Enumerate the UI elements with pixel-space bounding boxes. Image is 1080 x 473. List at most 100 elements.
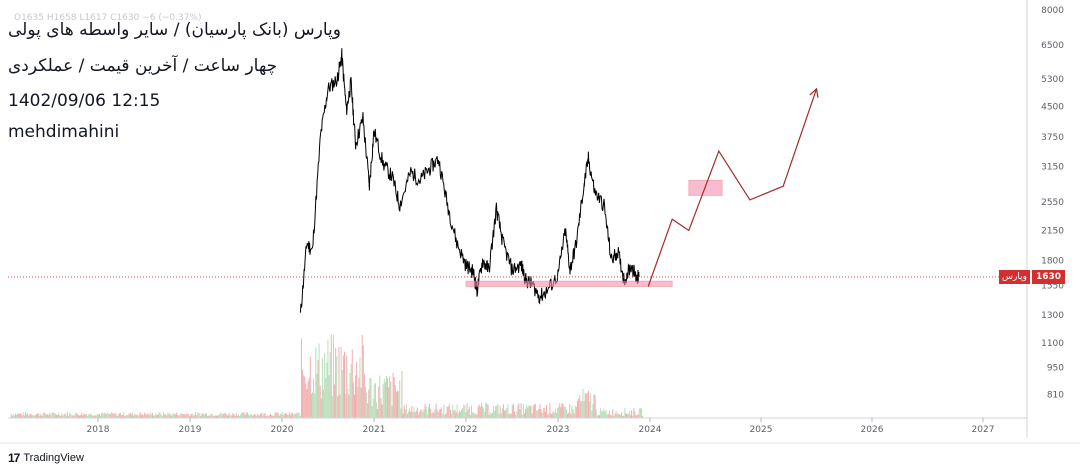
volume-bar bbox=[623, 415, 625, 418]
volume-bar bbox=[409, 408, 411, 418]
volume-bar bbox=[221, 414, 223, 418]
volume-bar bbox=[449, 409, 451, 418]
volume-bar bbox=[414, 412, 416, 418]
volume-bar bbox=[590, 393, 592, 418]
volume-bar bbox=[406, 413, 408, 418]
volume-bar bbox=[73, 415, 75, 418]
volume-bar bbox=[490, 413, 492, 418]
volume-bar bbox=[86, 415, 88, 418]
volume-bar bbox=[606, 414, 608, 418]
volume-bar bbox=[313, 378, 315, 418]
volume-bar bbox=[369, 377, 371, 418]
volume-bar bbox=[209, 415, 211, 418]
volume-bar bbox=[593, 394, 595, 418]
volume-bar bbox=[633, 408, 635, 418]
volume-bar bbox=[392, 373, 394, 418]
volume-bar bbox=[206, 413, 208, 418]
volume-bar bbox=[443, 405, 445, 418]
volume-bar bbox=[90, 413, 92, 418]
volume-bar bbox=[49, 413, 51, 418]
volume-bar bbox=[59, 414, 61, 418]
volume-bar bbox=[102, 412, 104, 418]
volume-bar bbox=[52, 412, 54, 418]
volume-bar bbox=[444, 414, 446, 418]
volume-bar bbox=[240, 414, 242, 418]
volume-bar bbox=[262, 415, 264, 418]
y-tick-label: 1550 bbox=[1041, 281, 1064, 291]
volume-bar bbox=[348, 394, 350, 418]
volume-bar bbox=[278, 415, 280, 418]
volume-bar bbox=[235, 413, 237, 418]
y-tick-label: 6500 bbox=[1041, 41, 1064, 51]
volume-bar bbox=[578, 398, 580, 418]
volume-bar bbox=[526, 404, 528, 418]
volume-bar bbox=[218, 414, 220, 418]
volume-bar bbox=[544, 411, 546, 418]
volume-bar bbox=[582, 388, 584, 418]
volume-bar bbox=[362, 345, 364, 418]
volume-bar bbox=[491, 412, 493, 418]
volume-bar bbox=[525, 408, 527, 418]
volume-bar bbox=[600, 408, 602, 418]
volume-bar bbox=[519, 409, 521, 418]
volume-bar bbox=[363, 373, 365, 418]
volume-bar bbox=[106, 412, 108, 418]
volume-bar bbox=[477, 406, 479, 418]
volume-bar bbox=[51, 412, 53, 418]
volume-bar bbox=[109, 414, 111, 418]
volume-bar bbox=[581, 401, 583, 418]
volume-bar bbox=[561, 403, 563, 418]
tradingview-logo[interactable]: 17 TradingView bbox=[8, 451, 84, 465]
volume-bar bbox=[168, 413, 170, 418]
volume-bar bbox=[315, 347, 317, 418]
volume-bar bbox=[611, 415, 613, 418]
volume-bar bbox=[618, 414, 620, 418]
price-series bbox=[299, 48, 640, 313]
volume-bar bbox=[390, 381, 392, 418]
volume-bar bbox=[383, 379, 385, 418]
volume-bar bbox=[634, 411, 636, 418]
volume-bar bbox=[466, 403, 468, 418]
current-price-label: وپارس 1630 bbox=[999, 269, 1065, 284]
volume-bar bbox=[95, 415, 97, 418]
volume-bar bbox=[429, 404, 431, 418]
volume-bar bbox=[34, 415, 36, 418]
volume-bar bbox=[162, 412, 164, 418]
volume-bar bbox=[85, 414, 87, 418]
volume-bar bbox=[271, 414, 273, 418]
volume-bar bbox=[640, 408, 642, 418]
volume-bar bbox=[210, 414, 212, 418]
volume-bar bbox=[522, 404, 524, 418]
volume-bar bbox=[339, 394, 341, 418]
volume-bar bbox=[479, 406, 481, 418]
volume-bar bbox=[326, 362, 328, 418]
volume-bar bbox=[412, 412, 414, 418]
volume-bar bbox=[330, 334, 332, 418]
volume-bar bbox=[470, 405, 472, 418]
volume-bar bbox=[136, 414, 138, 418]
volume-bar bbox=[427, 406, 429, 418]
volume-bar bbox=[213, 415, 215, 418]
volume-bar bbox=[555, 412, 557, 418]
volume-bar bbox=[451, 413, 453, 418]
volume-bar bbox=[557, 407, 559, 418]
volume-bar bbox=[626, 414, 628, 418]
volume-bar bbox=[165, 413, 167, 418]
volume-bar bbox=[37, 413, 39, 418]
volume-bar bbox=[127, 414, 129, 418]
volume-bar bbox=[118, 413, 120, 418]
volume-bar bbox=[260, 413, 262, 418]
volume-bar bbox=[225, 414, 227, 418]
volume-bar bbox=[172, 412, 174, 418]
volume-bar bbox=[171, 414, 173, 418]
volume-bar bbox=[585, 393, 587, 418]
volume-bar bbox=[415, 410, 417, 418]
volume-bar bbox=[119, 413, 121, 418]
volume-bar bbox=[351, 349, 353, 418]
volume-bar bbox=[247, 414, 249, 418]
volume-bar bbox=[103, 414, 105, 418]
volume-bar bbox=[565, 409, 567, 418]
volume-bar bbox=[263, 413, 265, 418]
volume-bar bbox=[13, 415, 15, 418]
